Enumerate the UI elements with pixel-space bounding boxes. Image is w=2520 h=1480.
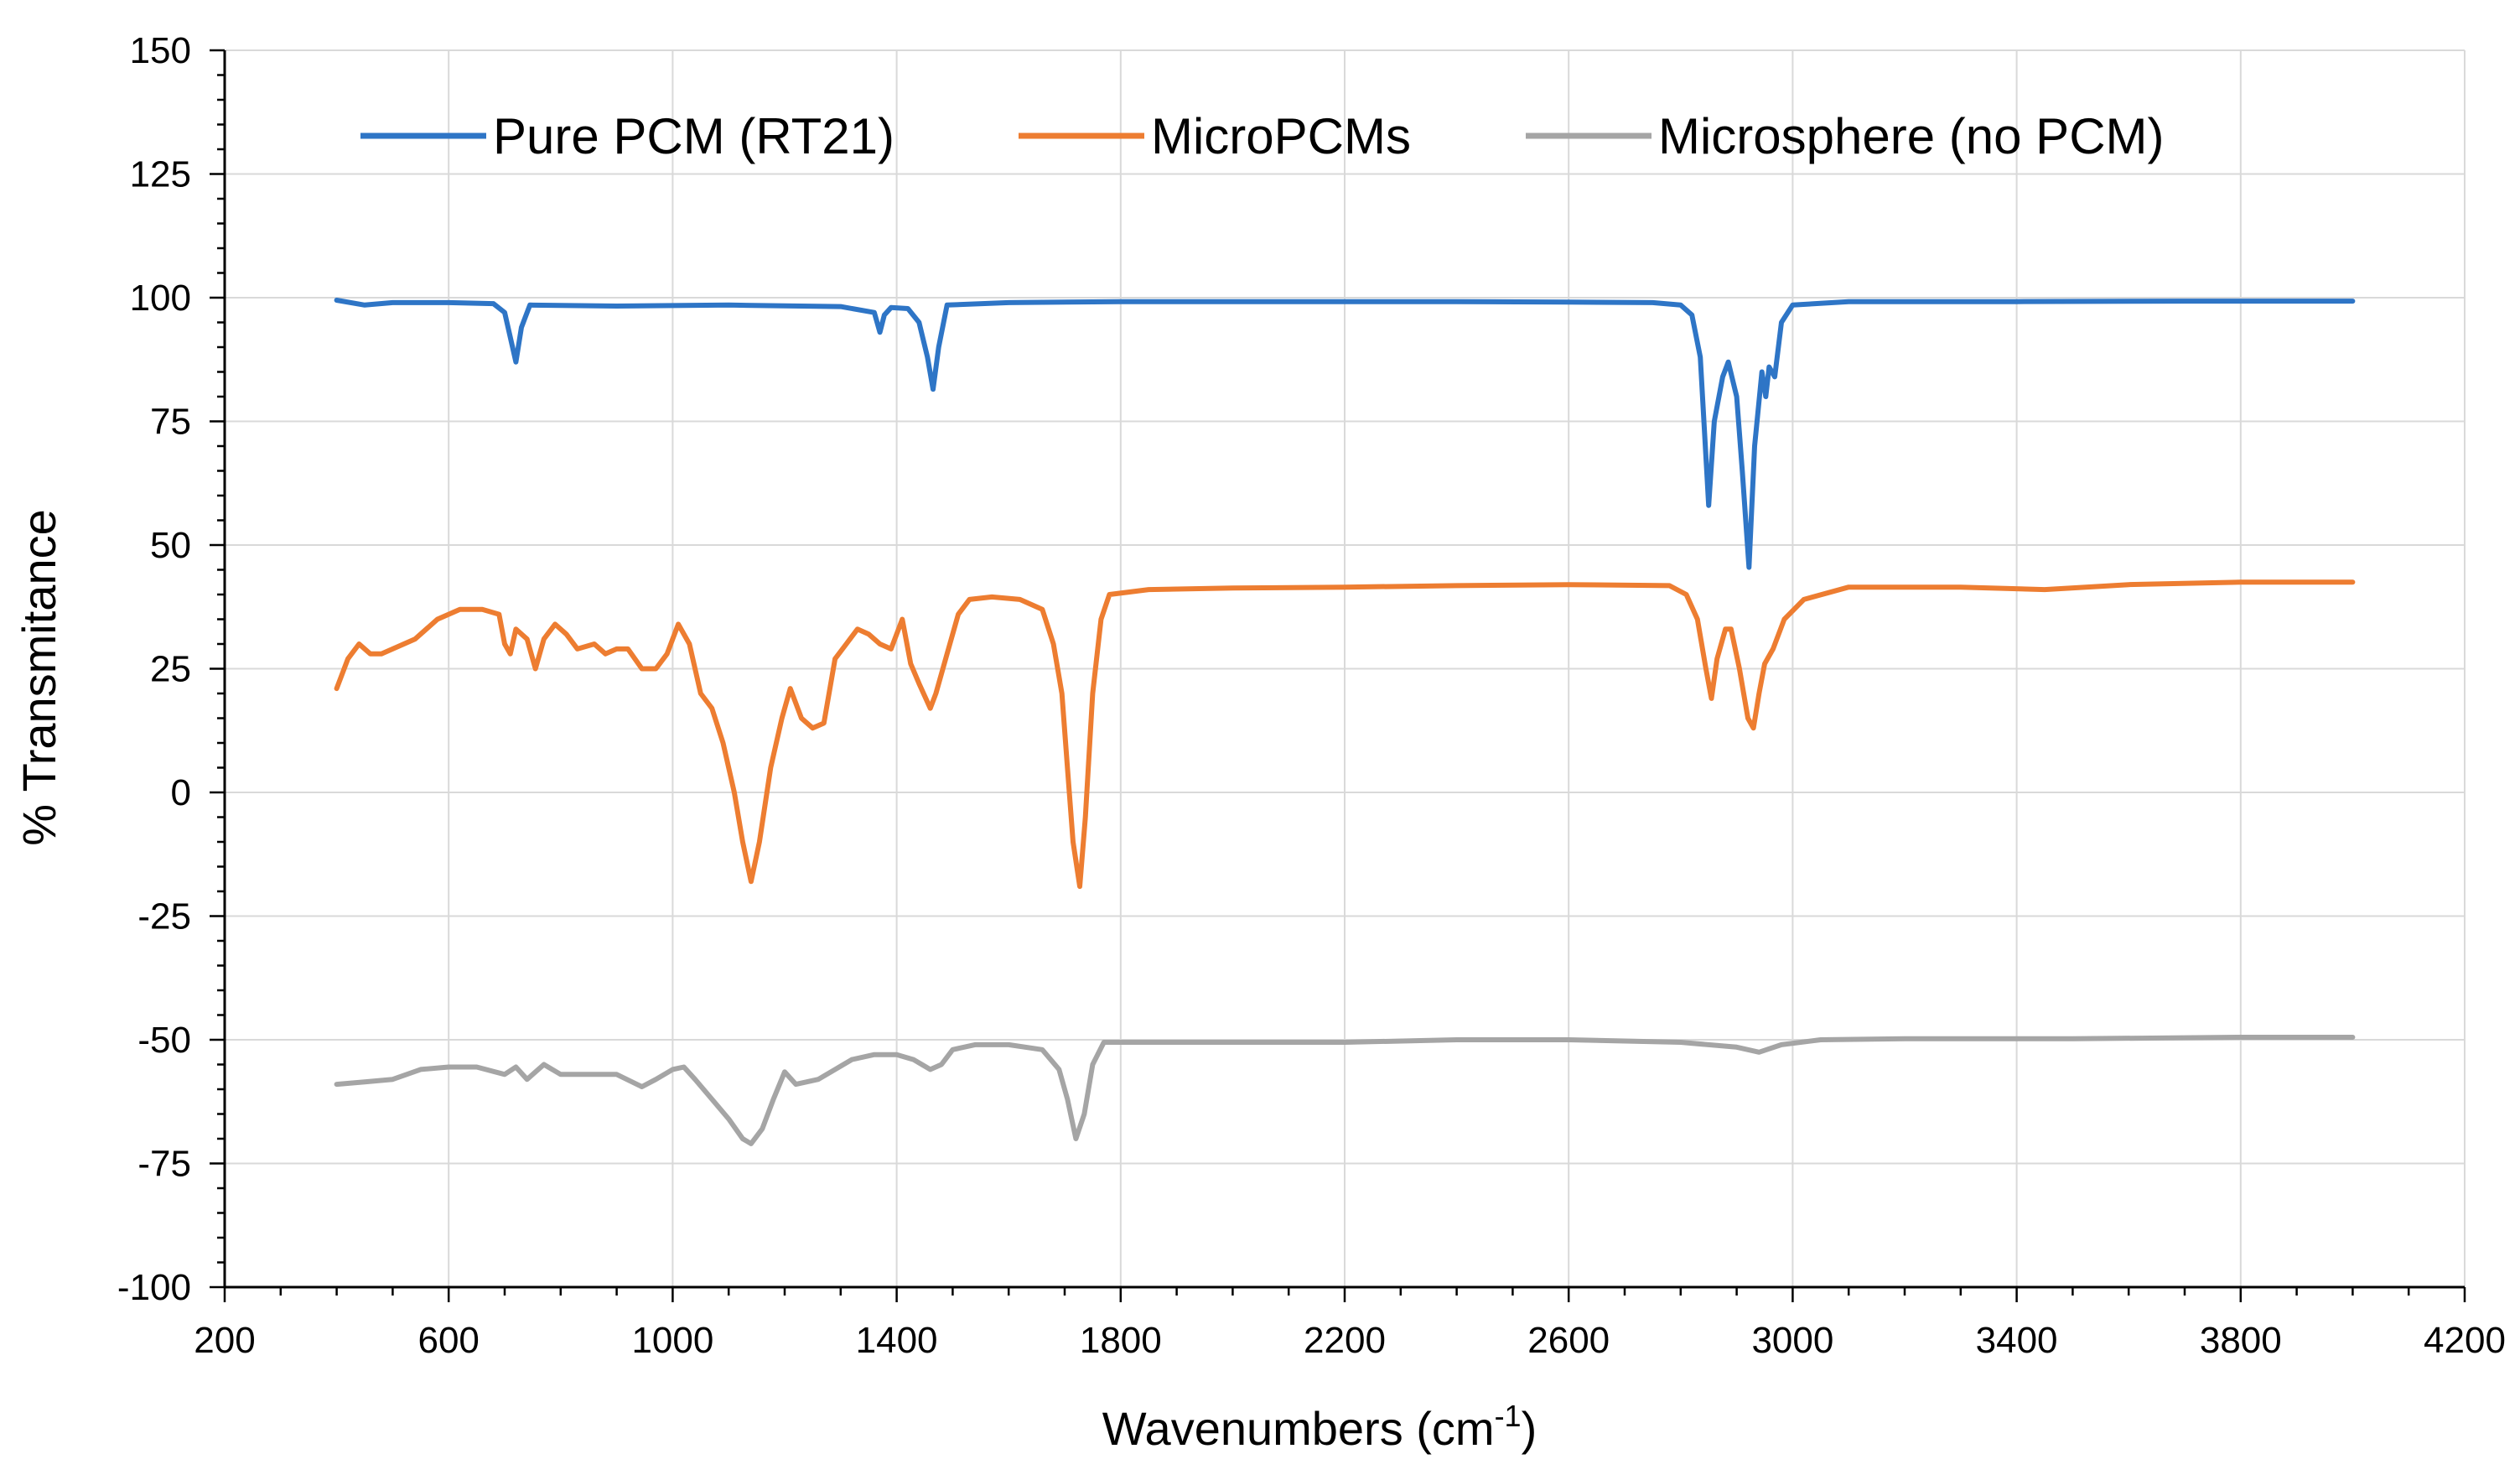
- x-tick-label: 1800: [1080, 1320, 1162, 1361]
- y-tick-label: 0: [171, 772, 191, 813]
- y-tick-label: 150: [130, 30, 191, 71]
- x-tick-label: 3800: [2200, 1320, 2282, 1361]
- x-axis-title-superscript: -1: [1495, 1399, 1522, 1433]
- x-tick-label: 3400: [1976, 1320, 2058, 1361]
- y-tick-label: 100: [130, 278, 191, 319]
- legend: Pure PCM (RT21) MicroPCMs Microsphere (no …: [360, 108, 2165, 164]
- x-tick-label: 2600: [1527, 1320, 1610, 1361]
- x-axis-title: Wavenumbers (cm-1): [1102, 1399, 1537, 1455]
- y-tick-label: -25: [137, 896, 191, 937]
- x-tick-label: 600: [417, 1320, 479, 1361]
- y-tick-label: -75: [137, 1144, 191, 1185]
- series-line-1: [334, 298, 2356, 570]
- x-tick-label: 1400: [856, 1320, 938, 1361]
- legend-label-3: Microsphere (no PCM): [1658, 108, 2165, 164]
- y-axis-ticks: -100 -75 -50 -25 0 25 50 75 100 125 150: [117, 30, 225, 1308]
- series-line-2: [334, 579, 2356, 890]
- x-axis-title-suffix: ): [1522, 1402, 1537, 1455]
- y-axis-title: % Transmitance: [13, 509, 65, 846]
- y-tick-label: -50: [137, 1020, 191, 1061]
- y-tick-label: -100: [117, 1267, 191, 1308]
- x-axis-ticks: 200 600 1000 1400 1800 2200 2600 3000 3400 3800 42…: [194, 1287, 2506, 1361]
- x-tick-label: 1000: [631, 1320, 713, 1361]
- x-tick-label: 2200: [1304, 1320, 1386, 1361]
- x-tick-label: 3000: [1751, 1320, 1833, 1361]
- y-tick-label: 50: [150, 525, 191, 566]
- y-tick-label: 25: [150, 649, 191, 690]
- y-tick-label: 75: [150, 402, 191, 443]
- legend-label-2: MicroPCMs: [1151, 108, 1411, 164]
- gridlines: [225, 49, 2466, 1287]
- y-tick-label: 125: [130, 154, 191, 195]
- legend-label-1: Pure PCM (RT21): [493, 108, 894, 164]
- x-axis-title-main: Wavenumbers (cm: [1102, 1402, 1495, 1455]
- x-tick-label: 4200: [2424, 1320, 2506, 1361]
- series-layer: [334, 298, 2356, 1146]
- x-tick-label: 200: [194, 1320, 255, 1361]
- series-line-3: [334, 1035, 2356, 1146]
